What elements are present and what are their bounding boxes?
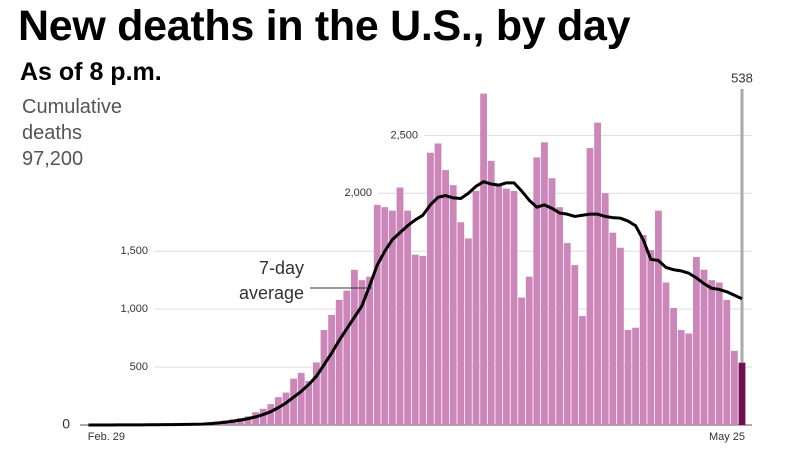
bar <box>275 397 282 425</box>
bar <box>480 93 487 425</box>
bar <box>434 143 442 425</box>
bar <box>715 282 723 425</box>
bar <box>632 327 639 425</box>
bar <box>731 350 738 425</box>
bar <box>259 408 267 425</box>
bar <box>617 247 624 425</box>
bar <box>624 329 632 425</box>
bar <box>358 280 366 425</box>
value-label: 538 <box>731 70 753 85</box>
bar <box>343 290 351 425</box>
bar <box>639 234 647 425</box>
bar <box>579 316 586 425</box>
bar <box>495 185 503 425</box>
bar <box>351 269 358 425</box>
bar <box>685 333 693 425</box>
bar <box>373 204 381 425</box>
y-tick-label: 1,500 <box>120 245 148 257</box>
bar <box>252 412 259 425</box>
cumulative-label: Cumulative deaths <box>22 96 123 144</box>
y-tick-label: 500 <box>130 361 148 373</box>
bar <box>427 152 434 426</box>
bar <box>525 276 533 425</box>
bar <box>670 307 677 425</box>
bar <box>313 362 320 425</box>
bar <box>411 254 419 425</box>
bar <box>548 178 556 425</box>
bar <box>533 157 541 425</box>
bar <box>396 187 404 425</box>
bar <box>419 255 427 425</box>
bar <box>465 238 472 425</box>
bar <box>404 210 411 425</box>
bar <box>609 232 617 425</box>
bar <box>335 299 343 425</box>
bar <box>563 243 571 425</box>
bar <box>594 122 601 425</box>
bar <box>510 190 518 425</box>
y-tick-label: 0 <box>62 416 70 432</box>
bar <box>738 362 746 425</box>
chart-subtitle: As of 8 p.m. <box>20 58 162 86</box>
bar <box>556 207 563 425</box>
bar <box>389 210 396 425</box>
x-tick-label: Feb. 29 <box>88 431 125 443</box>
bar <box>586 148 594 425</box>
average-line <box>88 180 743 427</box>
bar <box>571 265 579 425</box>
bar <box>472 190 480 425</box>
y-tick-label: 2,500 <box>390 129 418 141</box>
bar <box>282 392 290 425</box>
bar <box>503 188 510 425</box>
average-label: 7-day average <box>238 258 304 303</box>
bar <box>442 170 449 425</box>
bar <box>700 269 708 425</box>
bar <box>541 142 548 425</box>
bar <box>723 299 731 425</box>
bar <box>677 329 685 425</box>
cumulative-value: 97,200 <box>22 148 84 170</box>
bar <box>457 222 465 425</box>
cumulative-annotation: Cumulative deaths 97,200 <box>22 94 134 172</box>
bar <box>381 207 389 425</box>
bar <box>655 210 662 425</box>
bar <box>320 329 328 425</box>
x-tick-label: May 25 <box>709 431 745 443</box>
bar <box>693 257 700 425</box>
bar <box>601 193 609 425</box>
bar <box>297 372 305 425</box>
bar <box>647 250 655 425</box>
bar <box>305 380 313 425</box>
bar <box>366 276 373 425</box>
bar <box>487 160 495 426</box>
bar <box>518 297 525 425</box>
y-tick-label: 1,000 <box>120 303 148 315</box>
bar <box>662 282 670 425</box>
bar <box>290 378 297 425</box>
bar <box>449 185 457 425</box>
bar <box>708 280 715 425</box>
y-tick-label: 2,000 <box>344 187 372 199</box>
chart-title: New deaths in the U.S., by day <box>18 2 631 50</box>
bar <box>328 314 335 425</box>
bar <box>244 416 252 425</box>
bar <box>267 404 275 425</box>
